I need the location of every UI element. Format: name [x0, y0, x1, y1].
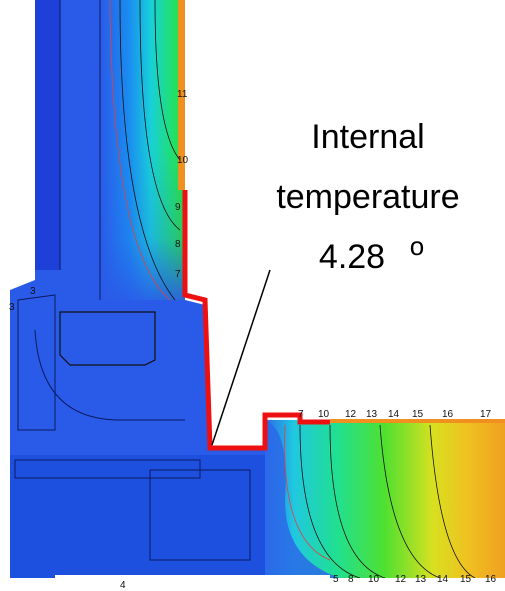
isotherm-label: 5: [333, 574, 339, 585]
isotherm-label: 12: [395, 574, 407, 585]
isotherm-label: 11: [177, 89, 188, 100]
isotherm-label: 8: [348, 574, 354, 585]
isotherm-label: 9: [175, 202, 181, 213]
isotherm-label: 10: [318, 409, 330, 420]
isotherm-label: 14: [437, 574, 449, 585]
isotherm-label: 7: [298, 409, 304, 420]
leader-line: [212, 270, 270, 445]
thermal-diagram: Internal temperature 4.28 o 11 10 9 8 7 …: [0, 0, 505, 591]
isotherm-label: 10: [368, 574, 380, 585]
isotherm-label: 16: [442, 409, 454, 420]
isotherm-label: 16: [485, 574, 497, 585]
isotherm-label: 14: [388, 409, 400, 420]
isotherm-label: 17: [480, 409, 492, 420]
isotherm-label: 10: [177, 155, 189, 166]
isotherm-label: 12: [345, 409, 357, 420]
annotation-line: 4.28: [319, 238, 385, 276]
isotherm-label: 4: [120, 580, 126, 591]
annotation-line: Internal: [311, 118, 424, 156]
isotherm-label: 7: [175, 269, 181, 280]
isotherm-label: 3: [9, 302, 15, 313]
isotherm-label: 15: [460, 574, 472, 585]
frame: [0, 0, 505, 591]
isotherm-label: 13: [415, 574, 427, 585]
isotherm-label: 13: [366, 409, 378, 420]
isotherm-label: 15: [412, 409, 424, 420]
degree-mark: o: [410, 231, 424, 261]
isotherm-label: 3: [30, 286, 36, 297]
isotherm-label: 8: [175, 239, 181, 250]
annotation-line: temperature: [276, 178, 459, 216]
